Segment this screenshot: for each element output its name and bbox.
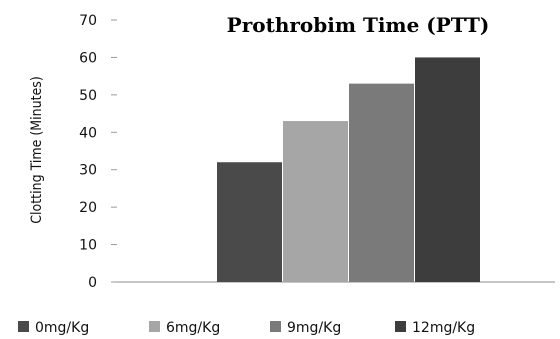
legend-label-0mg-kg: 0mg/Kg: [35, 320, 89, 336]
y-tick-label: 20: [79, 200, 97, 216]
legend-swatch-9mg-kg: [270, 321, 281, 332]
legend-swatch-6mg-kg: [149, 321, 160, 332]
y-tick-label: 60: [79, 50, 97, 66]
y-tick-label: 0: [88, 275, 97, 291]
y-tick-label: 30: [79, 163, 97, 179]
legend-label-6mg-kg: 6mg/Kg: [166, 320, 220, 336]
legend-swatch-0mg-kg: [18, 321, 29, 332]
y-tick-label: 40: [79, 125, 97, 141]
bar-6mg-kg: [283, 121, 348, 282]
legend: 0mg/Kg 6mg/Kg 9mg/Kg 12mg/Kg: [18, 320, 475, 336]
bar-0mg-kg: [217, 162, 282, 282]
y-axis-ticks: 0 10 20 30 40 50 60 70: [79, 13, 117, 291]
y-tick-label: 50: [79, 88, 97, 104]
y-axis-title: Clotting Time (Minutes): [29, 76, 45, 224]
legend-swatch-12mg-kg: [395, 321, 406, 332]
y-tick-label: 10: [79, 238, 97, 254]
legend-label-9mg-kg: 9mg/Kg: [287, 320, 341, 336]
bar-9mg-kg: [349, 83, 414, 282]
y-tick-label: 70: [79, 13, 97, 29]
legend-label-12mg-kg: 12mg/Kg: [412, 320, 475, 336]
chart-title: Prothrobim Time (PTT): [227, 13, 490, 37]
bar-12mg-kg: [415, 57, 480, 282]
bars: [217, 57, 480, 282]
